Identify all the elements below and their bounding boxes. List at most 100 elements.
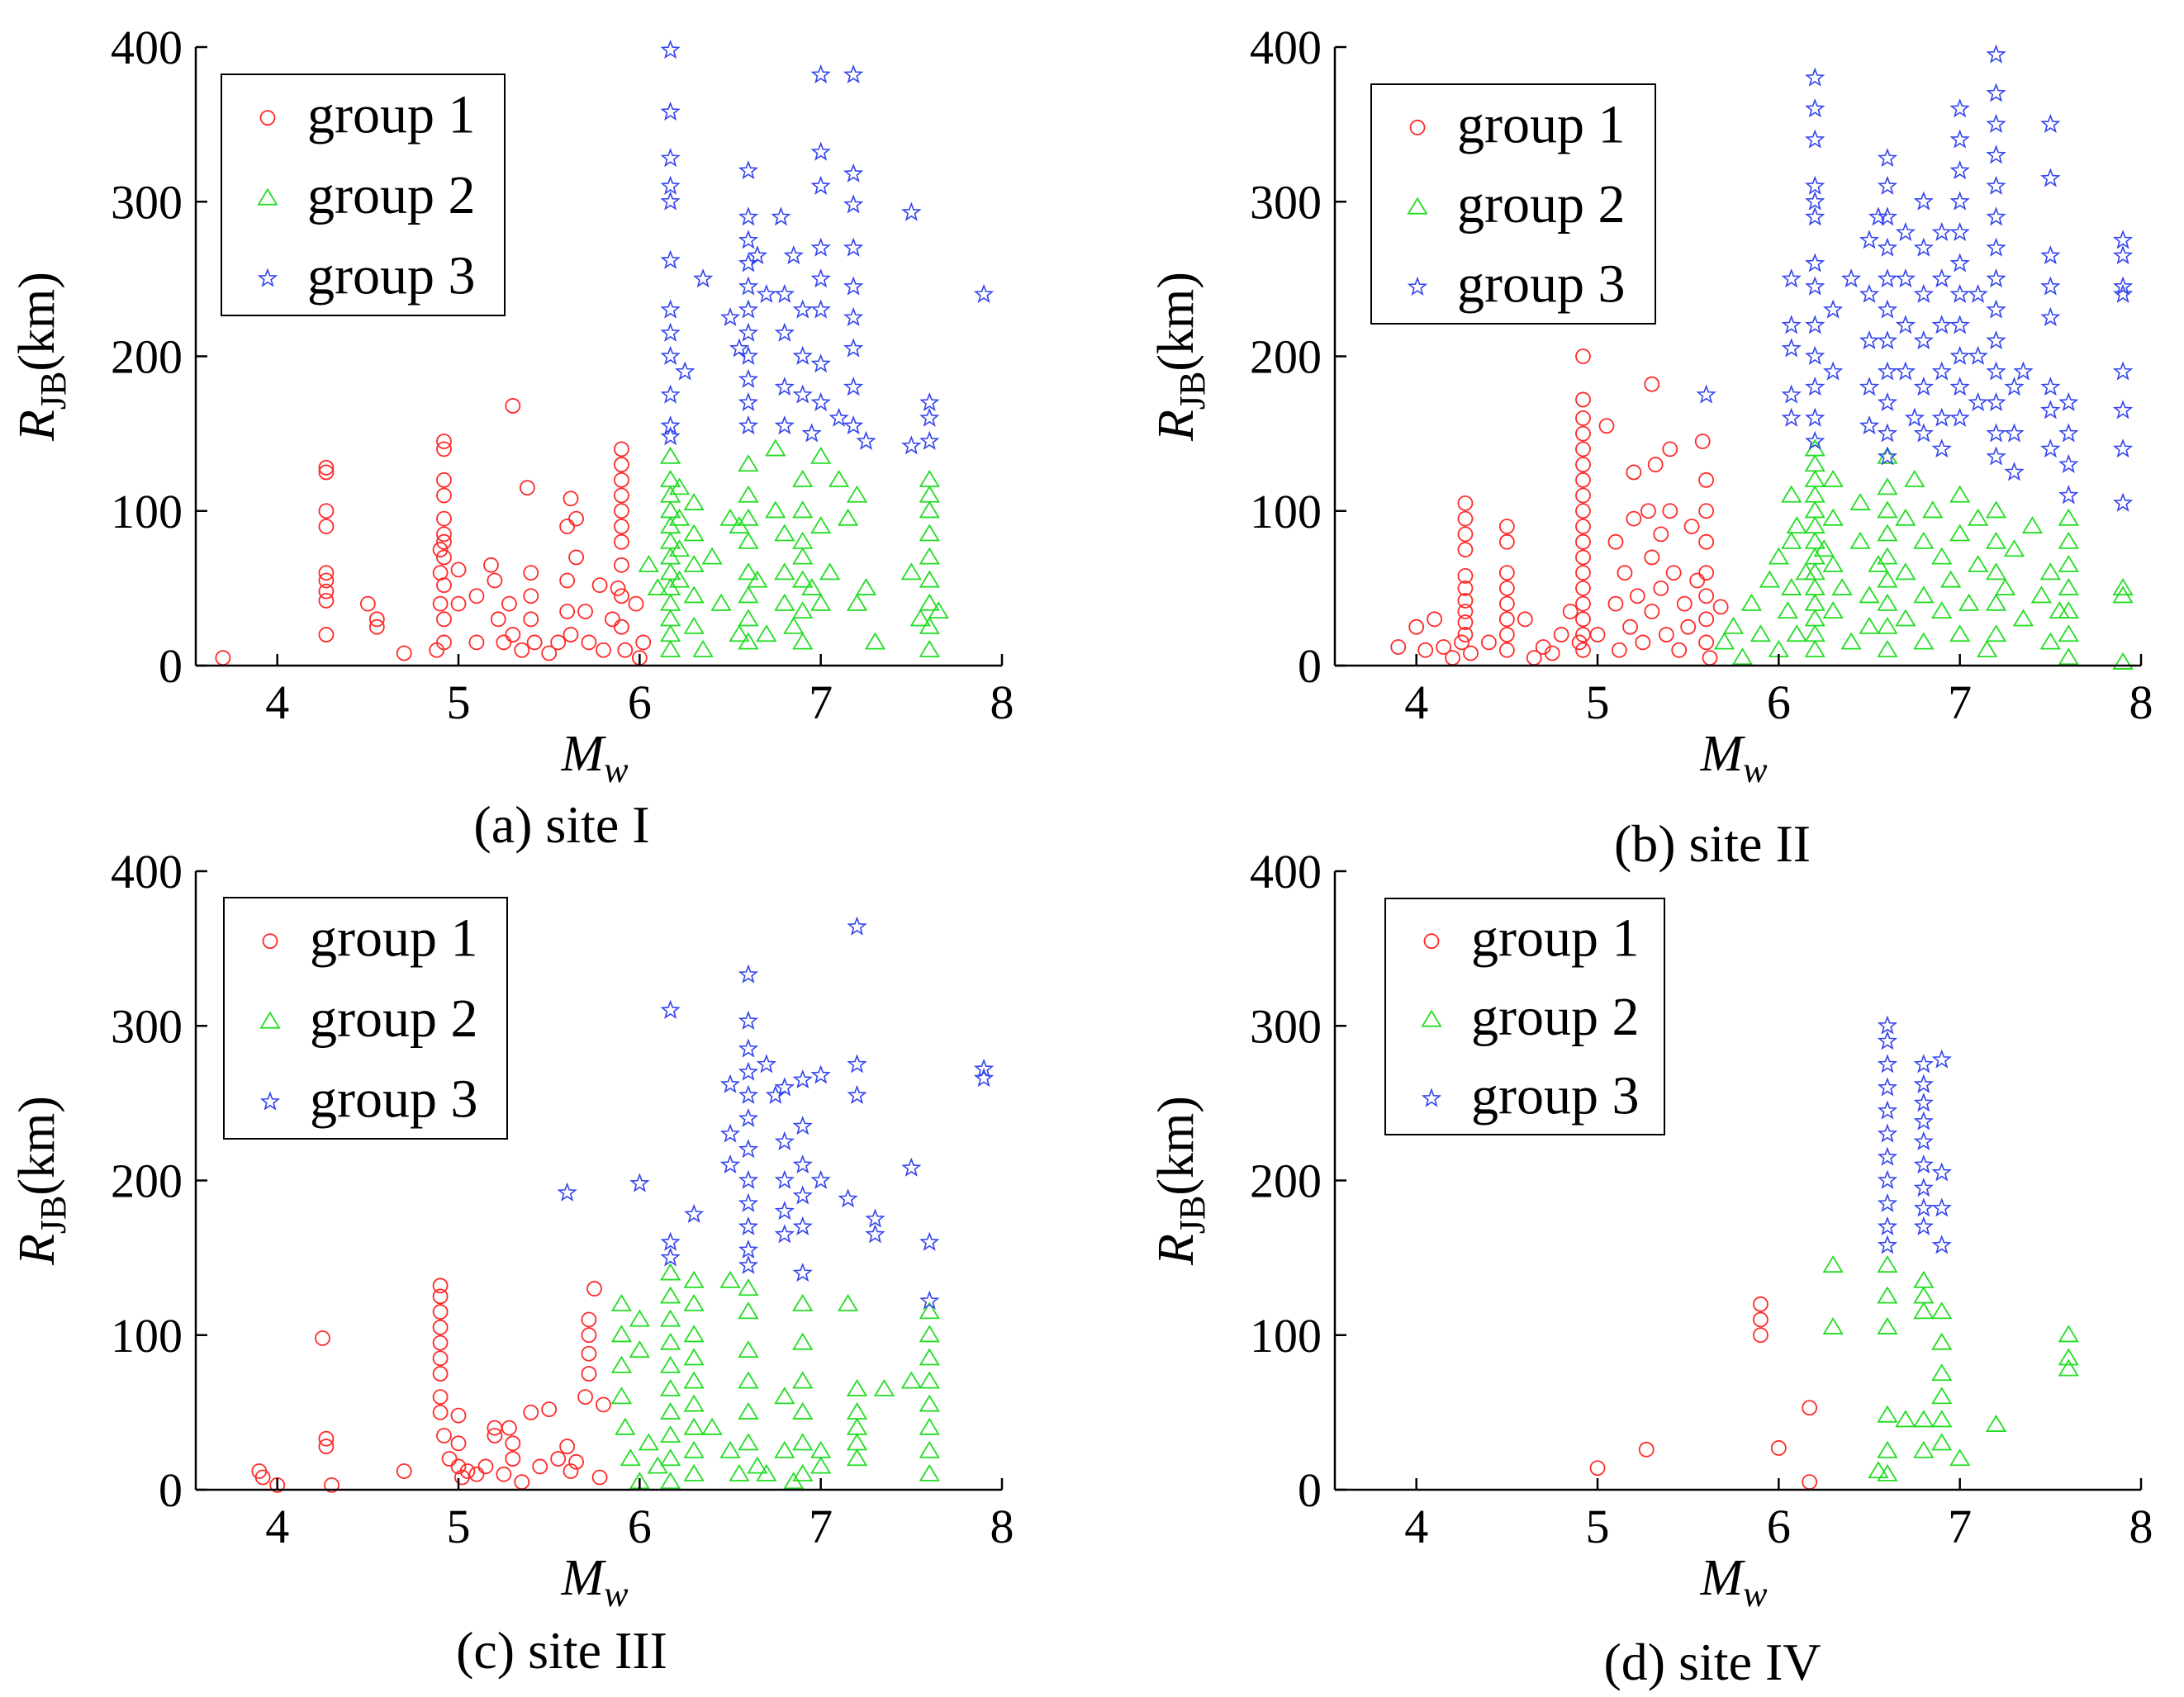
data-point: [617, 642, 634, 658]
data-point: [660, 415, 681, 435]
data-point: [523, 588, 539, 604]
data-point: [1571, 634, 1588, 651]
data-point: [1575, 457, 1591, 472]
data-point: [843, 163, 864, 182]
legend-label: group 1: [310, 908, 477, 969]
x-tick-label: 5: [447, 1500, 471, 1553]
data-point: [1457, 510, 1474, 527]
data-point: [1457, 526, 1474, 543]
data-point: [1805, 345, 1826, 365]
data-point: [710, 593, 732, 611]
data-point: [559, 519, 576, 534]
data-point: [774, 283, 795, 303]
data-point: [1986, 44, 2006, 64]
data-point: [2040, 245, 2061, 265]
data-point: [1986, 175, 2006, 195]
data-point: [1598, 418, 1615, 434]
data-point: [719, 1270, 741, 1288]
data-point: [900, 1371, 922, 1389]
data-point: [919, 407, 940, 427]
data-point: [1877, 1123, 1898, 1143]
data-point: [1698, 588, 1715, 604]
x-tick-label: 6: [628, 675, 652, 729]
data-point: [1436, 639, 1451, 655]
data-point: [810, 593, 832, 611]
legend: group 1 group 2 group 3: [1384, 898, 1665, 1135]
data-point: [1922, 500, 1944, 519]
data-point: [774, 415, 795, 435]
data-point: [450, 595, 467, 612]
data-point: [828, 407, 849, 427]
data-point: [1877, 329, 1898, 350]
data-point: [1575, 472, 1591, 488]
legend-label: group 2: [1471, 987, 1639, 1047]
data-point: [1822, 554, 1844, 572]
data-point: [847, 916, 867, 936]
data-point: [1940, 570, 1962, 588]
data-point: [719, 1154, 741, 1174]
data-point: [668, 508, 691, 526]
data-point: [1629, 588, 1645, 604]
legend-label: group 3: [307, 245, 475, 306]
data-point: [629, 1309, 650, 1327]
data-point: [2058, 531, 2079, 549]
data-point: [1859, 230, 1880, 249]
data-point: [1877, 1031, 1898, 1050]
legend-label: group 3: [1457, 254, 1625, 315]
data-point: [701, 547, 723, 565]
data-point: [1877, 446, 1898, 464]
data-point: [810, 64, 831, 84]
data-point: [450, 562, 467, 578]
data-point: [792, 1371, 814, 1389]
data-point: [783, 616, 805, 634]
data-point: [1575, 441, 1591, 457]
data-point: [792, 632, 814, 650]
data-point: [660, 1355, 681, 1373]
data-point: [919, 1394, 940, 1412]
data-point: [1931, 1197, 1952, 1217]
data-point: [318, 627, 335, 642]
data-point: [541, 645, 558, 661]
data-point: [1913, 1216, 1934, 1236]
data-point: [318, 1439, 335, 1454]
data-point: [1781, 338, 1802, 358]
data-point: [819, 562, 841, 581]
data-point: [847, 1084, 867, 1104]
data-point: [660, 609, 681, 627]
data-point: [477, 1458, 494, 1475]
data-point: [1622, 619, 1638, 635]
data-point: [1759, 570, 1780, 588]
data-point: [505, 1451, 521, 1467]
data-point: [738, 1371, 759, 1389]
data-point: [810, 446, 832, 464]
y-tick-label: 300: [1250, 999, 1322, 1053]
data-point: [559, 572, 576, 589]
legend-label: group 2: [307, 165, 475, 225]
data-point: [701, 1417, 723, 1435]
data-point: [505, 1435, 521, 1452]
data-point: [468, 634, 485, 651]
data-point: [738, 508, 759, 526]
data-point: [1805, 315, 1826, 334]
x-axis-title: Mw: [1699, 1550, 1768, 1614]
data-point: [1781, 531, 1802, 549]
data-point: [765, 438, 786, 457]
data-point: [2040, 377, 2061, 396]
data-point: [581, 1366, 597, 1382]
data-point: [855, 578, 877, 595]
data-point: [909, 609, 931, 627]
data-point: [1698, 565, 1715, 581]
data-point: [837, 508, 859, 526]
data-point: [756, 1054, 777, 1074]
data-point: [1805, 129, 1826, 149]
data-point: [792, 469, 814, 487]
data-point: [1671, 642, 1688, 658]
data-point: [441, 1451, 458, 1467]
data-point: [359, 595, 376, 612]
data-point: [1931, 315, 1952, 334]
data-point: [1986, 145, 2006, 164]
data-point: [729, 1463, 750, 1481]
legend-label: group 3: [1471, 1065, 1639, 1126]
data-point: [1575, 487, 1591, 504]
